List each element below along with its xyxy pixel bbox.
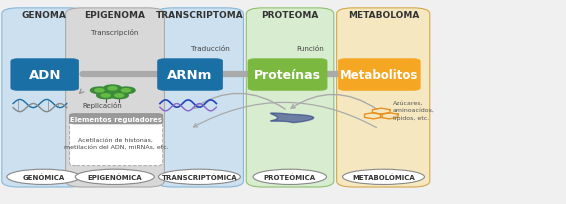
FancyBboxPatch shape: [66, 9, 165, 187]
Circle shape: [95, 89, 104, 92]
Text: TRANSCRIPTÓMICA: TRANSCRIPTÓMICA: [162, 174, 237, 180]
FancyBboxPatch shape: [158, 59, 222, 91]
FancyBboxPatch shape: [70, 115, 163, 166]
Circle shape: [110, 93, 128, 99]
Text: EPIGENÓMICA: EPIGENÓMICA: [87, 174, 142, 180]
Circle shape: [104, 86, 122, 92]
Text: Traducción: Traducción: [191, 45, 230, 51]
Text: GENÓMICA: GENÓMICA: [23, 174, 65, 180]
Circle shape: [108, 87, 117, 90]
Text: Acetilación de histonas,
metilación del ADN, miRNAs, etc.: Acetilación de histonas, metilación del …: [63, 137, 168, 150]
Circle shape: [91, 88, 109, 94]
Text: Transcripción: Transcripción: [91, 29, 139, 35]
Ellipse shape: [75, 169, 155, 185]
Text: EPIGENOMA: EPIGENOMA: [84, 11, 145, 20]
FancyBboxPatch shape: [338, 59, 420, 91]
FancyBboxPatch shape: [248, 59, 327, 91]
Text: PROTEÓMICA: PROTEÓMICA: [264, 174, 316, 180]
Polygon shape: [271, 113, 314, 123]
Text: METABOLÓMICA: METABOLÓMICA: [352, 174, 415, 180]
Circle shape: [117, 88, 135, 94]
Circle shape: [97, 93, 115, 99]
Text: GENOMA: GENOMA: [21, 11, 66, 20]
FancyBboxPatch shape: [70, 114, 163, 124]
FancyBboxPatch shape: [246, 9, 334, 187]
FancyBboxPatch shape: [156, 9, 243, 187]
Text: ARNm: ARNm: [168, 69, 213, 82]
Circle shape: [115, 94, 124, 98]
Ellipse shape: [342, 169, 424, 185]
FancyBboxPatch shape: [11, 59, 79, 91]
Circle shape: [122, 89, 131, 92]
Text: Azúcares,
aminoacídos,
lípidos, etc.: Azúcares, aminoacídos, lípidos, etc.: [393, 100, 435, 120]
Text: Proteínas: Proteínas: [254, 69, 321, 82]
Text: METABOLOMA: METABOLOMA: [348, 11, 419, 20]
Text: ADN: ADN: [28, 69, 61, 82]
Ellipse shape: [158, 169, 241, 185]
Ellipse shape: [7, 169, 80, 185]
Ellipse shape: [253, 169, 327, 185]
FancyBboxPatch shape: [2, 9, 85, 187]
Text: Replicación: Replicación: [83, 102, 122, 109]
Text: Función: Función: [296, 45, 324, 51]
Text: PROTEOMA: PROTEOMA: [261, 11, 319, 20]
Text: TRANSCRIPTOMA: TRANSCRIPTOMA: [156, 11, 243, 20]
Text: Elementos reguladores: Elementos reguladores: [70, 116, 162, 122]
FancyBboxPatch shape: [337, 9, 430, 187]
Circle shape: [101, 94, 110, 98]
Text: Metabolitos: Metabolitos: [340, 69, 418, 82]
